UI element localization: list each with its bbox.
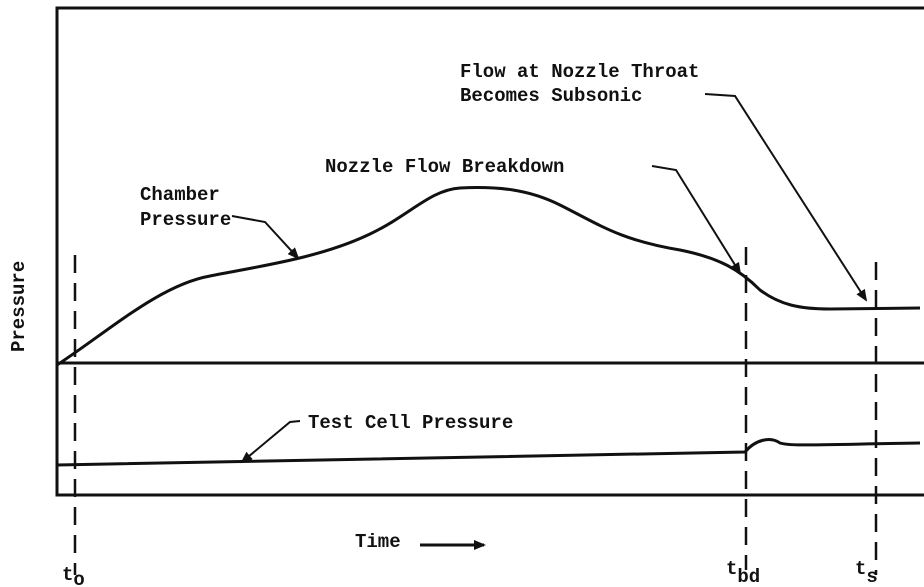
chamber-leader <box>231 215 300 260</box>
frame <box>55 6 924 497</box>
time-mark: ts <box>855 558 878 587</box>
throat-leader <box>704 93 868 302</box>
annotation: Chamber <box>140 184 220 206</box>
annotation: Pressure <box>140 209 231 231</box>
breakdown-leader <box>651 165 742 275</box>
chamber-pressure-curve <box>56 186 921 367</box>
y-axis-label: Pressure <box>8 261 30 352</box>
annotation: Nozzle Flow Breakdown <box>325 156 564 178</box>
time-mark: tbd <box>726 558 760 587</box>
x-axis-label: Time <box>355 531 401 553</box>
test-cell-pressure-curve <box>56 438 921 467</box>
test-cell-leader <box>240 420 301 464</box>
time-mark: to <box>62 564 85 587</box>
annotation: Flow at Nozzle Throat <box>460 61 699 83</box>
annotation: Test Cell Pressure <box>308 412 513 434</box>
annotation: Becomes Subsonic <box>460 85 642 107</box>
